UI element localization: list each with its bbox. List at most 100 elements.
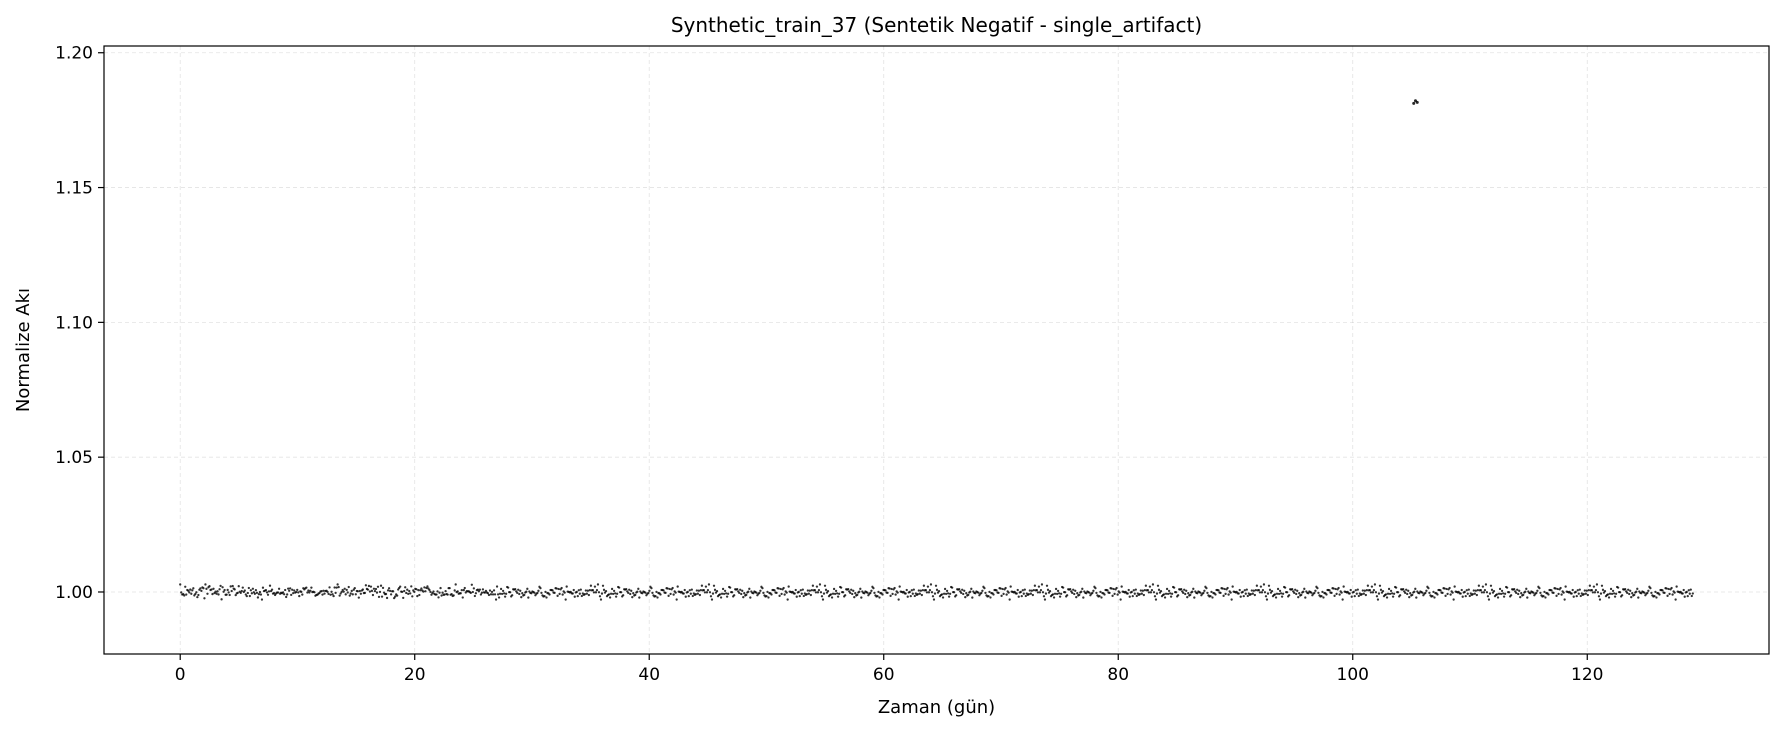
data-point xyxy=(1369,591,1373,594)
data-point xyxy=(1153,595,1157,598)
data-point xyxy=(429,590,432,594)
data-point xyxy=(1461,595,1464,598)
data-point xyxy=(1183,588,1186,591)
data-point xyxy=(1322,596,1325,599)
data-point xyxy=(1522,593,1525,597)
data-point xyxy=(1141,589,1144,592)
data-point xyxy=(420,587,423,590)
data-point xyxy=(856,593,859,597)
data-point xyxy=(1001,587,1004,591)
data-point xyxy=(443,593,446,596)
data-point xyxy=(1127,588,1130,592)
data-point xyxy=(204,583,207,586)
data-point xyxy=(682,592,685,595)
data-point xyxy=(820,595,824,598)
data-point xyxy=(1157,588,1161,591)
data-point xyxy=(551,589,554,592)
data-point xyxy=(1596,591,1600,594)
data-point xyxy=(418,593,421,597)
data-point xyxy=(702,588,706,592)
data-point xyxy=(521,592,524,595)
data-point xyxy=(977,591,980,594)
data-point xyxy=(890,587,893,591)
data-point xyxy=(1415,596,1418,599)
data-point xyxy=(422,590,425,593)
data-point xyxy=(647,591,650,595)
data-point xyxy=(561,593,564,596)
data-point xyxy=(251,587,255,590)
data-point xyxy=(1146,588,1150,592)
data-point xyxy=(1054,587,1058,591)
data-point xyxy=(438,591,441,594)
data-point xyxy=(1689,588,1692,591)
data-point xyxy=(291,588,294,591)
data-point xyxy=(705,591,709,594)
data-point xyxy=(281,591,285,594)
data-point xyxy=(847,588,850,591)
data-point xyxy=(1675,585,1678,588)
data-point xyxy=(1005,593,1008,596)
data-point xyxy=(1505,586,1509,589)
data-point xyxy=(1436,593,1439,596)
data-point xyxy=(389,593,393,596)
data-point xyxy=(322,589,325,592)
data-point xyxy=(1460,588,1463,592)
data-point xyxy=(1128,595,1131,598)
data-point xyxy=(1021,589,1024,592)
data-point xyxy=(498,592,502,595)
data-point xyxy=(1057,592,1061,595)
data-point xyxy=(1020,594,1023,598)
data-point xyxy=(577,589,580,592)
data-point xyxy=(742,596,745,599)
data-point xyxy=(1498,587,1502,591)
data-point xyxy=(822,592,826,595)
data-point xyxy=(1682,588,1685,592)
data-point xyxy=(555,587,558,590)
data-point xyxy=(1661,589,1664,592)
data-point xyxy=(572,588,575,592)
data-point xyxy=(1239,595,1242,598)
data-point xyxy=(1150,588,1154,592)
data-point xyxy=(223,588,226,592)
data-point xyxy=(1310,591,1313,594)
data-point xyxy=(1221,587,1224,590)
data-point xyxy=(1350,595,1353,598)
data-point xyxy=(1328,589,1331,592)
data-point xyxy=(859,587,862,590)
data-point xyxy=(610,587,614,591)
data-point xyxy=(1027,593,1030,596)
data-point xyxy=(1187,592,1190,595)
data-point xyxy=(736,588,739,591)
data-point xyxy=(435,593,438,596)
data-point xyxy=(960,591,963,594)
data-point xyxy=(1495,593,1499,596)
data-point xyxy=(266,593,270,596)
data-point xyxy=(356,590,359,593)
data-point xyxy=(821,598,825,601)
data-point xyxy=(1559,586,1562,590)
data-point xyxy=(834,589,838,593)
data-point xyxy=(268,584,272,587)
data-point xyxy=(1042,595,1046,598)
data-point xyxy=(1085,592,1088,595)
data-point xyxy=(910,589,913,592)
data-point xyxy=(738,591,741,594)
data-point xyxy=(794,588,797,592)
data-point xyxy=(1572,595,1575,598)
data-point xyxy=(1245,588,1248,591)
data-point xyxy=(1647,589,1650,592)
data-point xyxy=(292,592,295,595)
data-point xyxy=(1519,596,1522,599)
data-point xyxy=(387,587,391,590)
data-point xyxy=(824,588,828,591)
axis-ticks: 0 20 40 60 80 100 120 1.00 1.05 1.10 1.15 1.20 xyxy=(55,44,1603,685)
data-point xyxy=(1480,591,1484,594)
data-point xyxy=(1354,589,1357,592)
data-point xyxy=(1143,589,1147,592)
data-point xyxy=(809,593,813,597)
data-point xyxy=(1257,588,1261,592)
data-point xyxy=(297,591,300,594)
data-point xyxy=(625,588,628,591)
data-point xyxy=(218,588,221,591)
